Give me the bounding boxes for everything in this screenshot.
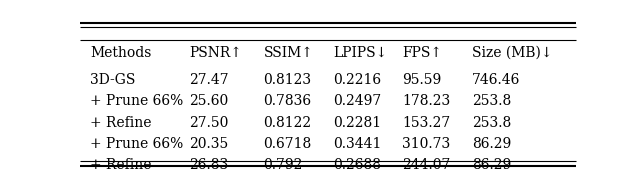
Text: 244.07: 244.07 bbox=[403, 158, 451, 172]
Text: Methods: Methods bbox=[90, 46, 151, 60]
Text: + Prune 66%: + Prune 66% bbox=[90, 137, 183, 151]
Text: 746.46: 746.46 bbox=[472, 73, 520, 87]
Text: 0.2688: 0.2688 bbox=[333, 158, 381, 172]
Text: SSIM↑: SSIM↑ bbox=[264, 46, 314, 60]
Text: 0.792: 0.792 bbox=[264, 158, 303, 172]
Text: 0.6718: 0.6718 bbox=[264, 137, 312, 151]
Text: 0.8122: 0.8122 bbox=[264, 116, 312, 130]
Text: 27.47: 27.47 bbox=[189, 73, 228, 87]
Text: 0.2281: 0.2281 bbox=[333, 116, 381, 130]
Text: + Refine: + Refine bbox=[90, 158, 152, 172]
Text: 0.2497: 0.2497 bbox=[333, 94, 381, 108]
Text: 0.8123: 0.8123 bbox=[264, 73, 312, 87]
Text: 20.35: 20.35 bbox=[189, 137, 228, 151]
Text: 95.59: 95.59 bbox=[403, 73, 442, 87]
Text: 3D-GS: 3D-GS bbox=[90, 73, 135, 87]
Text: FPS↑: FPS↑ bbox=[403, 46, 442, 60]
Text: 310.73: 310.73 bbox=[403, 137, 451, 151]
Text: 0.7836: 0.7836 bbox=[264, 94, 312, 108]
Text: 25.60: 25.60 bbox=[189, 94, 228, 108]
Text: 253.8: 253.8 bbox=[472, 94, 511, 108]
Text: LPIPS↓: LPIPS↓ bbox=[333, 46, 387, 60]
Text: + Prune 66%: + Prune 66% bbox=[90, 94, 183, 108]
Text: 0.3441: 0.3441 bbox=[333, 137, 381, 151]
Text: 153.27: 153.27 bbox=[403, 116, 451, 130]
Text: PSNR↑: PSNR↑ bbox=[189, 46, 242, 60]
Text: 0.2216: 0.2216 bbox=[333, 73, 381, 87]
Text: + Refine: + Refine bbox=[90, 116, 152, 130]
Text: 86.29: 86.29 bbox=[472, 158, 511, 172]
Text: 27.50: 27.50 bbox=[189, 116, 228, 130]
Text: 26.83: 26.83 bbox=[189, 158, 228, 172]
Text: 86.29: 86.29 bbox=[472, 137, 511, 151]
Text: Size (MB)↓: Size (MB)↓ bbox=[472, 46, 552, 60]
Text: 253.8: 253.8 bbox=[472, 116, 511, 130]
Text: 178.23: 178.23 bbox=[403, 94, 451, 108]
